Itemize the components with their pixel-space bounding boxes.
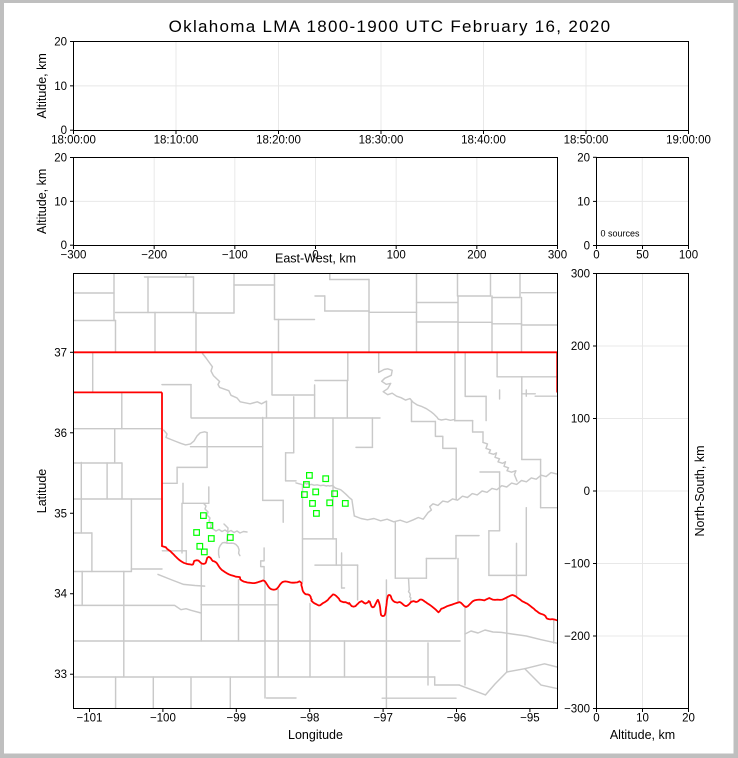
svg-text:50: 50 [636,250,649,262]
svg-text:20: 20 [54,153,67,165]
svg-text:−95: −95 [520,713,540,725]
svg-text:−200: −200 [141,250,167,262]
svg-text:18:10:00: 18:10:00 [154,135,199,147]
svg-text:18:40:00: 18:40:00 [461,135,506,147]
svg-text:35: 35 [54,508,67,520]
svg-text:0 sources: 0 sources [601,229,641,239]
svg-text:East-West, km: East-West, km [275,252,356,266]
svg-text:33: 33 [54,669,67,681]
svg-text:37: 37 [54,347,67,359]
svg-text:0: 0 [593,713,599,725]
svg-text:10: 10 [54,196,67,208]
svg-text:300: 300 [571,269,590,281]
svg-text:−100: −100 [150,713,176,725]
svg-text:300: 300 [548,250,567,262]
svg-text:18:20:00: 18:20:00 [256,135,301,147]
svg-text:−99: −99 [227,713,247,725]
svg-text:Altitude, km: Altitude, km [35,169,49,234]
svg-text:−97: −97 [373,713,393,725]
svg-text:36: 36 [54,428,67,440]
svg-text:18:50:00: 18:50:00 [564,135,609,147]
svg-text:0: 0 [593,250,599,262]
svg-text:0: 0 [61,125,67,137]
svg-text:10: 10 [636,713,649,725]
svg-text:0: 0 [312,250,318,262]
svg-text:10: 10 [577,196,590,208]
svg-text:−300: −300 [564,704,590,716]
svg-text:100: 100 [387,250,406,262]
svg-text:−200: −200 [564,631,590,643]
svg-text:Altitude, km: Altitude, km [610,728,675,742]
svg-text:−100: −100 [564,559,590,571]
svg-text:20: 20 [682,713,695,725]
svg-text:19:00:00: 19:00:00 [666,135,711,147]
svg-text:Longitude: Longitude [288,728,343,742]
svg-text:−100: −100 [222,250,248,262]
svg-text:34: 34 [54,589,67,601]
svg-text:Latitude: Latitude [35,469,49,514]
svg-text:0: 0 [584,241,590,253]
svg-text:200: 200 [571,341,590,353]
svg-text:100: 100 [571,414,590,426]
svg-text:0: 0 [61,240,67,252]
svg-text:Oklahoma LMA 1800-1900 UTC Feb: Oklahoma LMA 1800-1900 UTC February 16, … [169,17,612,36]
svg-text:20: 20 [577,152,590,164]
svg-text:20: 20 [54,37,67,49]
svg-text:Altitude, km: Altitude, km [35,53,49,118]
svg-text:−96: −96 [447,713,467,725]
svg-text:100: 100 [679,250,698,262]
svg-text:200: 200 [467,250,486,262]
svg-text:0: 0 [584,486,590,498]
svg-text:−300: −300 [61,250,87,262]
svg-text:18:00:00: 18:00:00 [51,135,96,147]
svg-text:−101: −101 [77,713,103,725]
svg-text:−98: −98 [300,713,320,725]
svg-text:North-South, km: North-South, km [693,445,707,536]
svg-text:18:30:00: 18:30:00 [359,135,404,147]
svg-text:10: 10 [54,81,67,93]
